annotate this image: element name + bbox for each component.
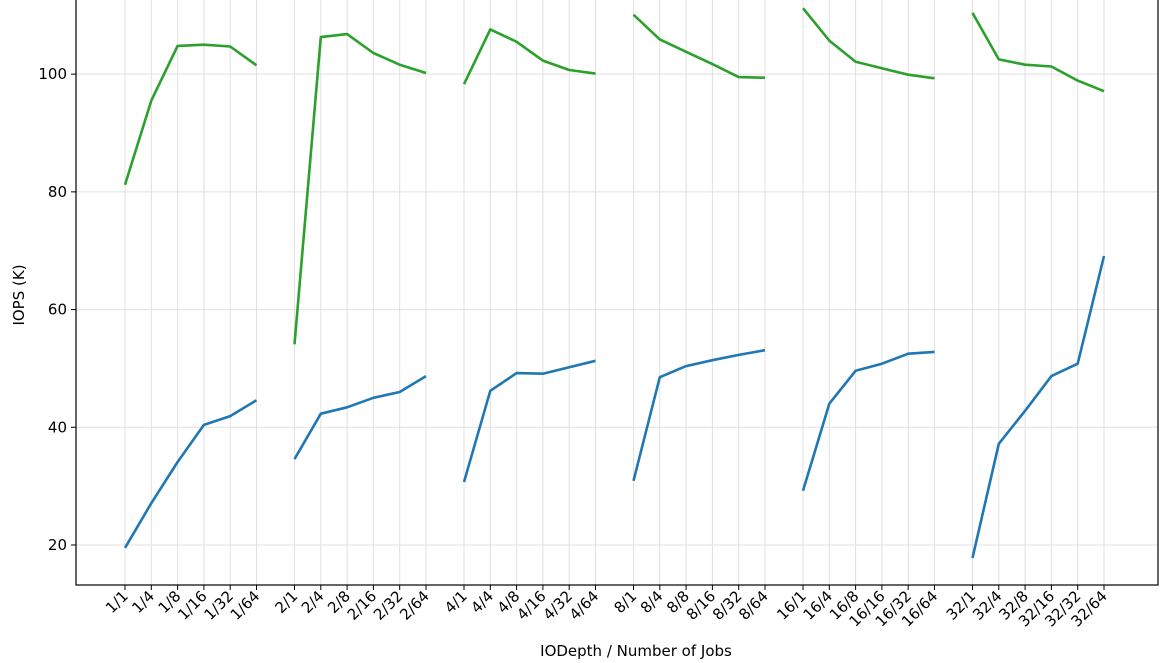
x-tick-label: 8/64 bbox=[735, 587, 772, 624]
y-tick-label: 40 bbox=[48, 418, 67, 436]
plot-frame bbox=[75, 0, 1159, 586]
x-tick-label: 1/64 bbox=[227, 587, 264, 624]
x-tick-label: 8/1 bbox=[611, 587, 641, 617]
line-series bbox=[123, 7, 1105, 345]
x-tick-label: 1/1 bbox=[102, 587, 132, 617]
x-tick-label: 4/64 bbox=[566, 587, 603, 624]
y-tick-label: 20 bbox=[48, 536, 67, 554]
y-tick-label: 80 bbox=[48, 183, 67, 201]
x-tick-label: 4/4 bbox=[467, 587, 497, 617]
x-tick-label: 2/4 bbox=[298, 587, 328, 617]
line-series bbox=[123, 255, 1106, 559]
x-axis-label: IODepth / Number of Jobs bbox=[540, 642, 732, 660]
x-tick-label: 2/1 bbox=[272, 587, 302, 617]
y-tick-label: 100 bbox=[38, 65, 67, 83]
x-tick-label: 4/1 bbox=[441, 587, 471, 617]
y-tick-label: 60 bbox=[48, 301, 67, 319]
x-tick-label: 2/64 bbox=[396, 587, 433, 624]
y-axis-label: IOPS (K) bbox=[10, 264, 28, 325]
x-tick-label: 1/4 bbox=[128, 587, 158, 617]
x-tick-label: 8/4 bbox=[637, 587, 667, 617]
